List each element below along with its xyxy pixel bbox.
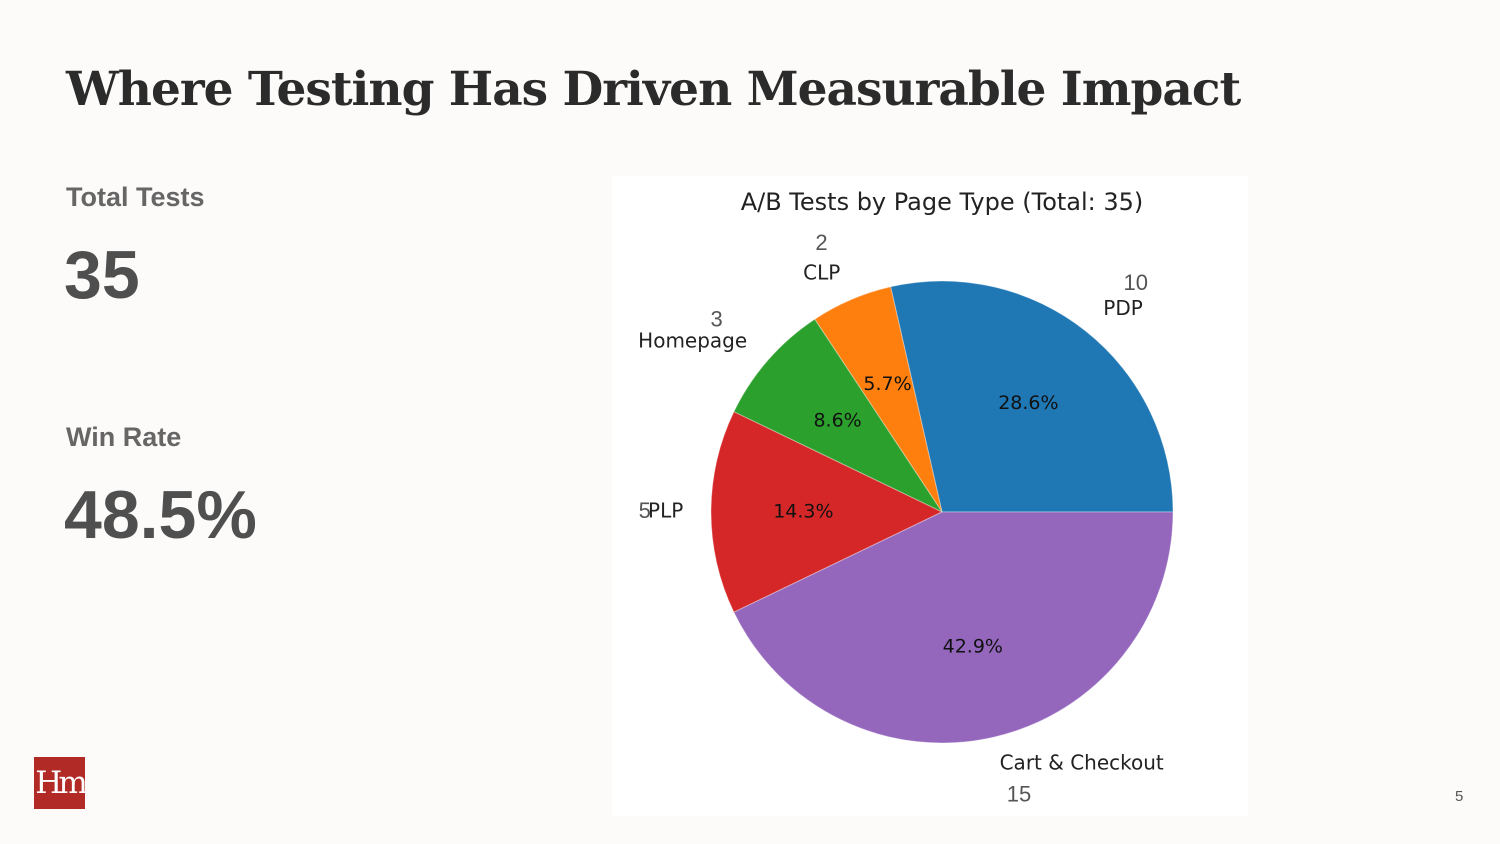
- count-label-pdp: 10: [1124, 270, 1148, 295]
- count-label-cart-checkout: 15: [1007, 782, 1031, 807]
- total-tests-value: 35: [64, 237, 140, 313]
- pie-slice-pdp: [890, 280, 1174, 513]
- pie-slice-plp: [710, 411, 944, 613]
- page-number: 5: [1455, 788, 1464, 805]
- percent-label-cart-checkout: 42.9%: [943, 636, 1003, 658]
- chart-title: A/B Tests by Page Type (Total: 35): [741, 188, 1144, 216]
- total-tests-label: Total Tests: [66, 182, 205, 212]
- pie-slice-clp: [814, 286, 943, 513]
- win-rate-value: 48.5%: [64, 477, 257, 553]
- pie-slice-cart-checkout: [733, 511, 1174, 744]
- pie-chart: A/B Tests by Page Type (Total: 35) 28.6%…: [638, 188, 1174, 807]
- slice-label-clp: CLP: [803, 261, 840, 285]
- percent-label-homepage: 8.6%: [813, 409, 861, 431]
- count-label-homepage: 3: [711, 306, 723, 331]
- pie-slice-homepage: [733, 318, 944, 514]
- slice-label-pdp: PDP: [1103, 296, 1143, 320]
- percent-label-clp: 5.7%: [863, 373, 911, 395]
- pie-chart-panel: A/B Tests by Page Type (Total: 35) 28.6%…: [612, 176, 1248, 816]
- count-label-clp: 2: [815, 230, 827, 255]
- company-logo: Hm: [34, 757, 88, 809]
- win-rate-label: Win Rate: [66, 422, 182, 452]
- count-label-plp: 5: [639, 498, 651, 523]
- percent-label-pdp: 28.6%: [998, 392, 1058, 414]
- slice-label-cart-checkout: Cart & Checkout: [1000, 751, 1164, 775]
- slice-label-homepage: Homepage: [638, 328, 747, 352]
- slide-title: Where Testing Has Driven Measurable Impa…: [66, 62, 1241, 117]
- slice-label-plp: PLP: [648, 499, 683, 523]
- percent-label-plp: 14.3%: [773, 501, 833, 523]
